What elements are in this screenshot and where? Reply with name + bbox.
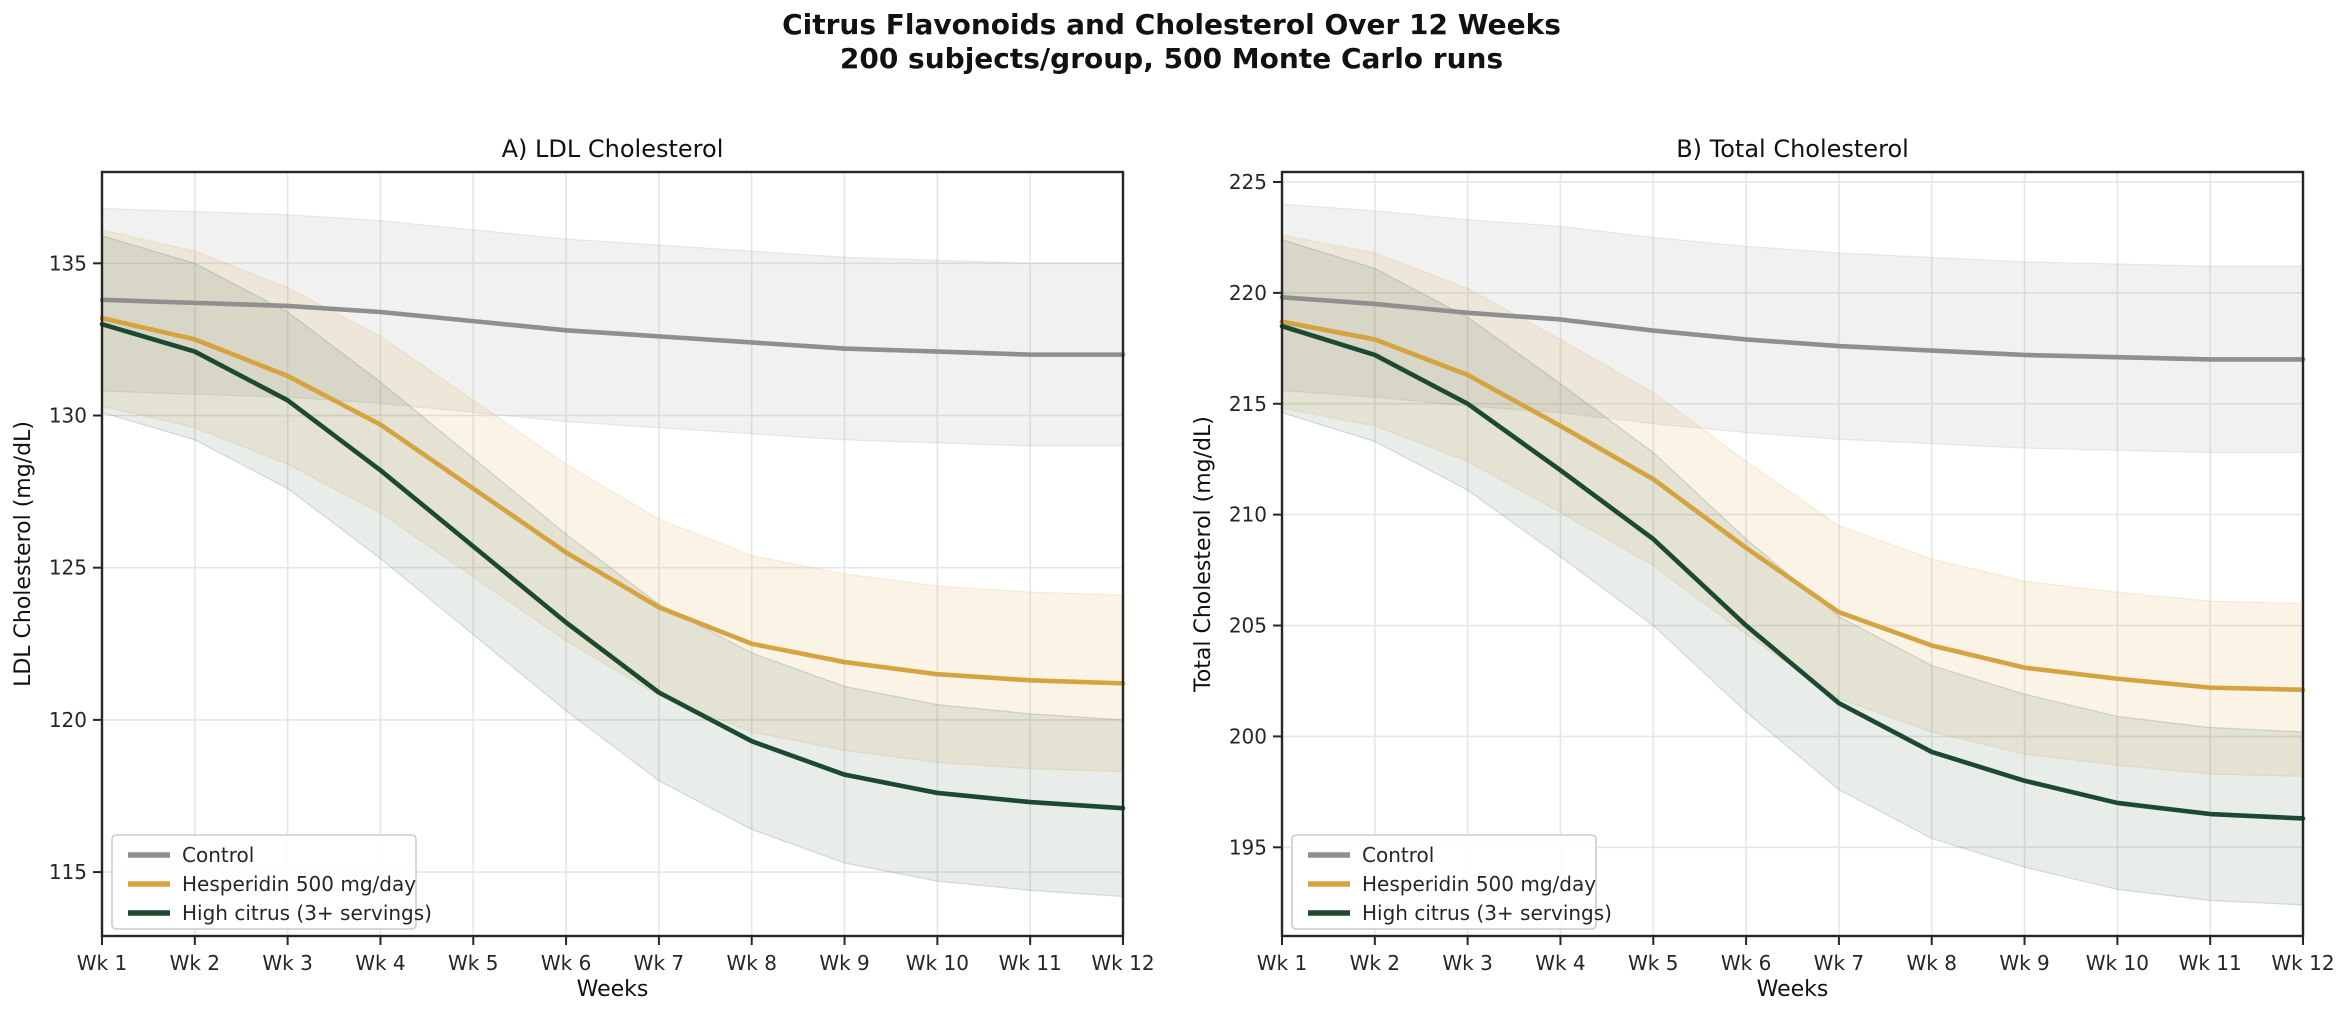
legend: Control Hesperidin 500 mg/day High citrus …	[1291, 834, 1612, 930]
figure-title-line1: Citrus Flavonoids and Cholesterol Over 1…	[782, 8, 1561, 41]
x-tick-label: Wk 3	[1442, 951, 1492, 975]
x-tick-label: Wk 6	[541, 951, 591, 975]
x-tick-label: Wk 2	[170, 951, 220, 975]
series-line-high-citrus-3-servings-	[99, 321, 1126, 811]
legend-box	[1291, 834, 1597, 930]
series-line-control	[1279, 295, 2306, 362]
legend-label-hesperidin-500-mg-day: Hesperidin 500 mg/day	[1362, 872, 1596, 896]
x-tick-label: Wk 12	[2271, 951, 2334, 975]
legend-label-hesperidin-500-mg-day: Hesperidin 500 mg/day	[182, 872, 416, 896]
plot-title: B) Total Cholesterol	[1676, 135, 1909, 163]
x-tick-label: Wk 11	[999, 951, 1062, 975]
y-tick-label: 215	[1229, 392, 1267, 416]
x-tick-label: Wk 4	[355, 951, 405, 975]
x-tick-label: Wk 11	[2179, 951, 2242, 975]
x-tick-label: Wk 6	[1721, 951, 1771, 975]
legend-label-control: Control	[182, 843, 254, 867]
series-line-high-citrus-3-servings-	[1279, 323, 2306, 821]
y-tick-label: 210	[1229, 503, 1267, 527]
x-tick-label: Wk 1	[77, 951, 127, 975]
x-tick-label: Wk 1	[1257, 951, 1307, 975]
y-tick-label: 200	[1229, 724, 1267, 748]
x-tick-label: Wk 7	[1814, 951, 1864, 975]
x-tick-label: Wk 2	[1350, 951, 1400, 975]
legend-label-control: Control	[1362, 843, 1434, 867]
x-tick-label: Wk 5	[1628, 951, 1678, 975]
x-axis-label: Weeks	[577, 977, 649, 1002]
y-axis-label: LDL Cholesterol (mg/dL)	[11, 421, 36, 687]
x-tick-label: Wk 9	[1999, 951, 2049, 975]
axes-frame	[1280, 170, 2305, 938]
x-tick-label: Wk 12	[1091, 951, 1154, 975]
x-tick-label: Wk 4	[1535, 951, 1585, 975]
legend-box	[111, 834, 417, 930]
x-tick-label: Wk 5	[448, 951, 498, 975]
x-tick-label: Wk 10	[906, 951, 969, 975]
y-tick-label: 125	[49, 556, 87, 580]
x-axis-label: Weeks	[1757, 977, 1829, 1002]
plot-title: A) LDL Cholesterol	[502, 135, 724, 163]
y-tick-label: 130	[49, 404, 87, 428]
figure-title: Citrus Flavonoids and Cholesterol Over 1…	[0, 8, 2343, 76]
y-tick-label: 225	[1229, 170, 1267, 194]
x-tick-label: Wk 7	[634, 951, 684, 975]
x-tick-label: Wk 8	[1907, 951, 1957, 975]
legend-label-high-citrus-3-servings-: High citrus (3+ servings)	[1362, 901, 1612, 925]
series-line-hesperidin-500-mg-day	[1279, 319, 2306, 693]
figure-title-line2: 200 subjects/group, 500 Monte Carlo runs	[839, 42, 1504, 76]
plot-ldl-cholesterol: Wk 1 Wk 2 Wk 3 Wk 4 Wk 5 Wk 6 Wk 7 Wk 8 Wk 9 Wk 1…	[11, 135, 1155, 1002]
x-tick-label: Wk 10	[2086, 951, 2149, 975]
legend: Control Hesperidin 500 mg/day High citrus …	[111, 834, 432, 930]
y-tick-label: 220	[1229, 281, 1267, 305]
series-line-control	[99, 297, 1126, 357]
y-tick-label: 135	[49, 251, 87, 275]
y-tick-label: 120	[49, 708, 87, 732]
x-tick-label: Wk 3	[262, 951, 312, 975]
y-tick-label: 115	[49, 860, 87, 884]
plot-total-cholesterol: Wk 1 Wk 2 Wk 3 Wk 4 Wk 5 Wk 6 Wk 7 Wk 8 Wk 9 Wk 1…	[1191, 135, 2335, 1002]
x-tick-label: Wk 9	[819, 951, 869, 975]
y-tick-label: 195	[1229, 835, 1267, 859]
y-axis-label: Total Cholesterol (mg/dL)	[1191, 416, 1216, 693]
legend-label-high-citrus-3-servings-: High citrus (3+ servings)	[182, 901, 432, 925]
y-tick-label: 205	[1229, 614, 1267, 638]
axes-frame	[100, 170, 1125, 938]
series-line-hesperidin-500-mg-day	[99, 315, 1126, 686]
x-tick-label: Wk 8	[727, 951, 777, 975]
